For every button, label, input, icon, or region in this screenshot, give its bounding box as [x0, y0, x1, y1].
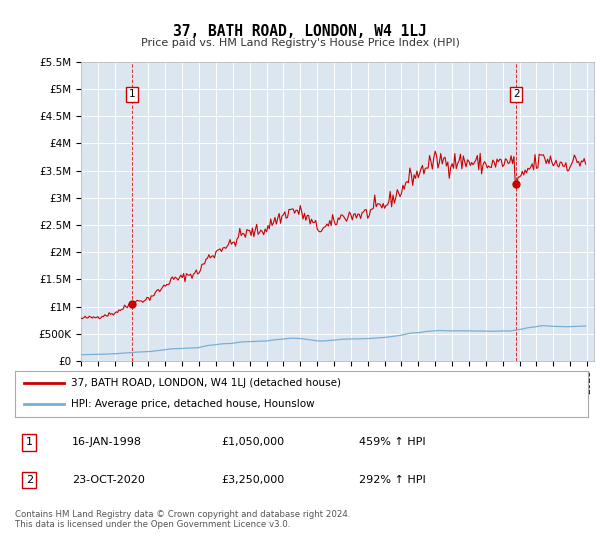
Text: 16-JAN-1998: 16-JAN-1998	[73, 437, 142, 447]
Text: Price paid vs. HM Land Registry's House Price Index (HPI): Price paid vs. HM Land Registry's House …	[140, 38, 460, 48]
Text: Contains HM Land Registry data © Crown copyright and database right 2024.
This d: Contains HM Land Registry data © Crown c…	[15, 510, 350, 529]
Text: 37, BATH ROAD, LONDON, W4 1LJ (detached house): 37, BATH ROAD, LONDON, W4 1LJ (detached …	[71, 378, 341, 388]
Text: 292% ↑ HPI: 292% ↑ HPI	[359, 475, 425, 485]
Text: 23-OCT-2020: 23-OCT-2020	[73, 475, 145, 485]
Text: 1: 1	[26, 437, 33, 447]
Text: 37, BATH ROAD, LONDON, W4 1LJ: 37, BATH ROAD, LONDON, W4 1LJ	[173, 24, 427, 39]
Text: HPI: Average price, detached house, Hounslow: HPI: Average price, detached house, Houn…	[71, 399, 315, 409]
Text: 459% ↑ HPI: 459% ↑ HPI	[359, 437, 425, 447]
Text: £1,050,000: £1,050,000	[221, 437, 284, 447]
Text: £3,250,000: £3,250,000	[221, 475, 284, 485]
Text: 2: 2	[513, 89, 520, 99]
Text: 2: 2	[26, 475, 33, 485]
Text: 1: 1	[129, 89, 136, 99]
